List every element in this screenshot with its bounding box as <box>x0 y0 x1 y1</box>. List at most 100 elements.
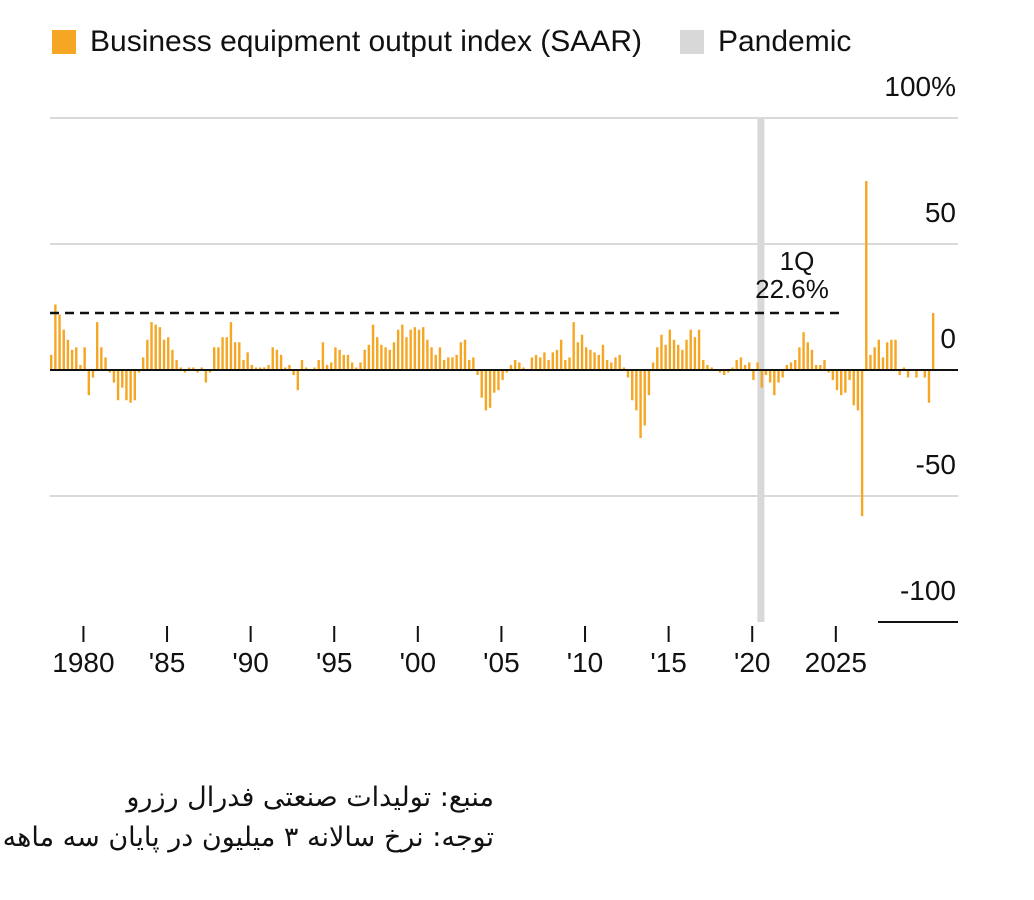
bar <box>806 342 809 370</box>
pandemic-swatch-icon <box>679 30 704 54</box>
bar <box>363 349 366 370</box>
bar <box>442 359 446 370</box>
bar <box>597 354 600 370</box>
bar <box>785 364 789 370</box>
bar <box>530 357 534 370</box>
bar <box>292 370 295 376</box>
bar <box>852 370 855 406</box>
bar <box>831 370 835 381</box>
bar <box>727 370 730 373</box>
bar <box>497 370 500 391</box>
bar <box>133 370 136 401</box>
bar <box>91 370 95 378</box>
bar <box>635 370 638 411</box>
bar <box>100 347 103 370</box>
bar <box>660 334 663 370</box>
bar <box>422 327 425 370</box>
series-swatch-icon <box>52 30 76 54</box>
bar <box>626 370 630 378</box>
bar <box>802 332 805 370</box>
bar <box>585 347 588 370</box>
bar <box>355 367 358 370</box>
bar <box>171 349 174 370</box>
bar <box>401 324 404 370</box>
bar <box>66 339 70 370</box>
y-tick-label: 100% <box>884 71 956 102</box>
bar <box>748 362 751 370</box>
y-tick-label: 50 <box>925 197 956 228</box>
bar <box>95 322 99 370</box>
bar <box>242 359 245 370</box>
bar <box>676 344 680 370</box>
bar <box>62 329 65 370</box>
bar <box>317 359 320 370</box>
bar <box>150 322 153 370</box>
bar <box>534 354 538 370</box>
bar <box>137 370 141 373</box>
bar <box>112 370 116 383</box>
bar <box>321 342 325 370</box>
bar <box>781 370 784 378</box>
bar <box>463 339 467 370</box>
bar <box>898 370 901 376</box>
bar <box>167 337 170 370</box>
bar <box>359 362 362 370</box>
bar <box>647 370 651 396</box>
bar <box>572 322 575 370</box>
bar <box>125 370 128 401</box>
x-tick-label: '85 <box>149 647 186 678</box>
bar <box>915 370 918 378</box>
bar <box>208 370 212 373</box>
bar <box>618 354 621 370</box>
bar <box>279 354 283 370</box>
bar <box>175 359 178 370</box>
bar <box>233 342 237 370</box>
bar <box>856 370 860 411</box>
bar <box>927 370 931 403</box>
bar <box>338 349 341 370</box>
bar <box>367 344 371 370</box>
bar <box>192 367 195 370</box>
bar <box>835 370 839 391</box>
bar <box>405 337 408 370</box>
bar <box>54 304 57 370</box>
bar <box>238 342 241 370</box>
bar <box>605 359 609 370</box>
bar <box>384 347 387 370</box>
bar <box>104 357 107 370</box>
bar <box>480 370 483 398</box>
bar <box>313 367 316 370</box>
bar <box>827 370 830 373</box>
bar <box>823 359 826 370</box>
bar <box>121 370 124 388</box>
bar <box>304 367 308 370</box>
bar <box>58 314 61 370</box>
bar <box>848 370 851 381</box>
bar <box>760 370 763 388</box>
bar <box>739 357 743 370</box>
bar <box>154 324 157 370</box>
bar <box>651 362 655 370</box>
bar <box>217 347 220 370</box>
bar <box>873 347 876 370</box>
bar <box>593 352 596 370</box>
bar <box>639 370 642 439</box>
bar <box>70 349 74 370</box>
bar <box>710 367 713 370</box>
bar <box>522 367 525 370</box>
bar <box>263 367 266 370</box>
bar <box>777 370 780 383</box>
bar <box>187 367 191 370</box>
bar <box>844 370 847 393</box>
bar <box>300 359 304 370</box>
bar <box>840 370 843 396</box>
legend: Business equipment output index (SAAR) P… <box>52 22 889 62</box>
bar <box>342 354 345 370</box>
bar <box>334 347 337 370</box>
bar <box>509 364 513 370</box>
bar <box>288 364 291 370</box>
bar <box>885 342 889 370</box>
bar <box>743 364 747 370</box>
bar <box>108 370 111 373</box>
y-tick-label: 0 <box>940 323 956 354</box>
